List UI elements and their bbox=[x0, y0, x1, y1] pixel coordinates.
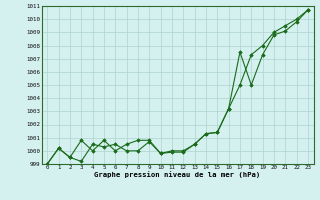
X-axis label: Graphe pression niveau de la mer (hPa): Graphe pression niveau de la mer (hPa) bbox=[94, 172, 261, 178]
